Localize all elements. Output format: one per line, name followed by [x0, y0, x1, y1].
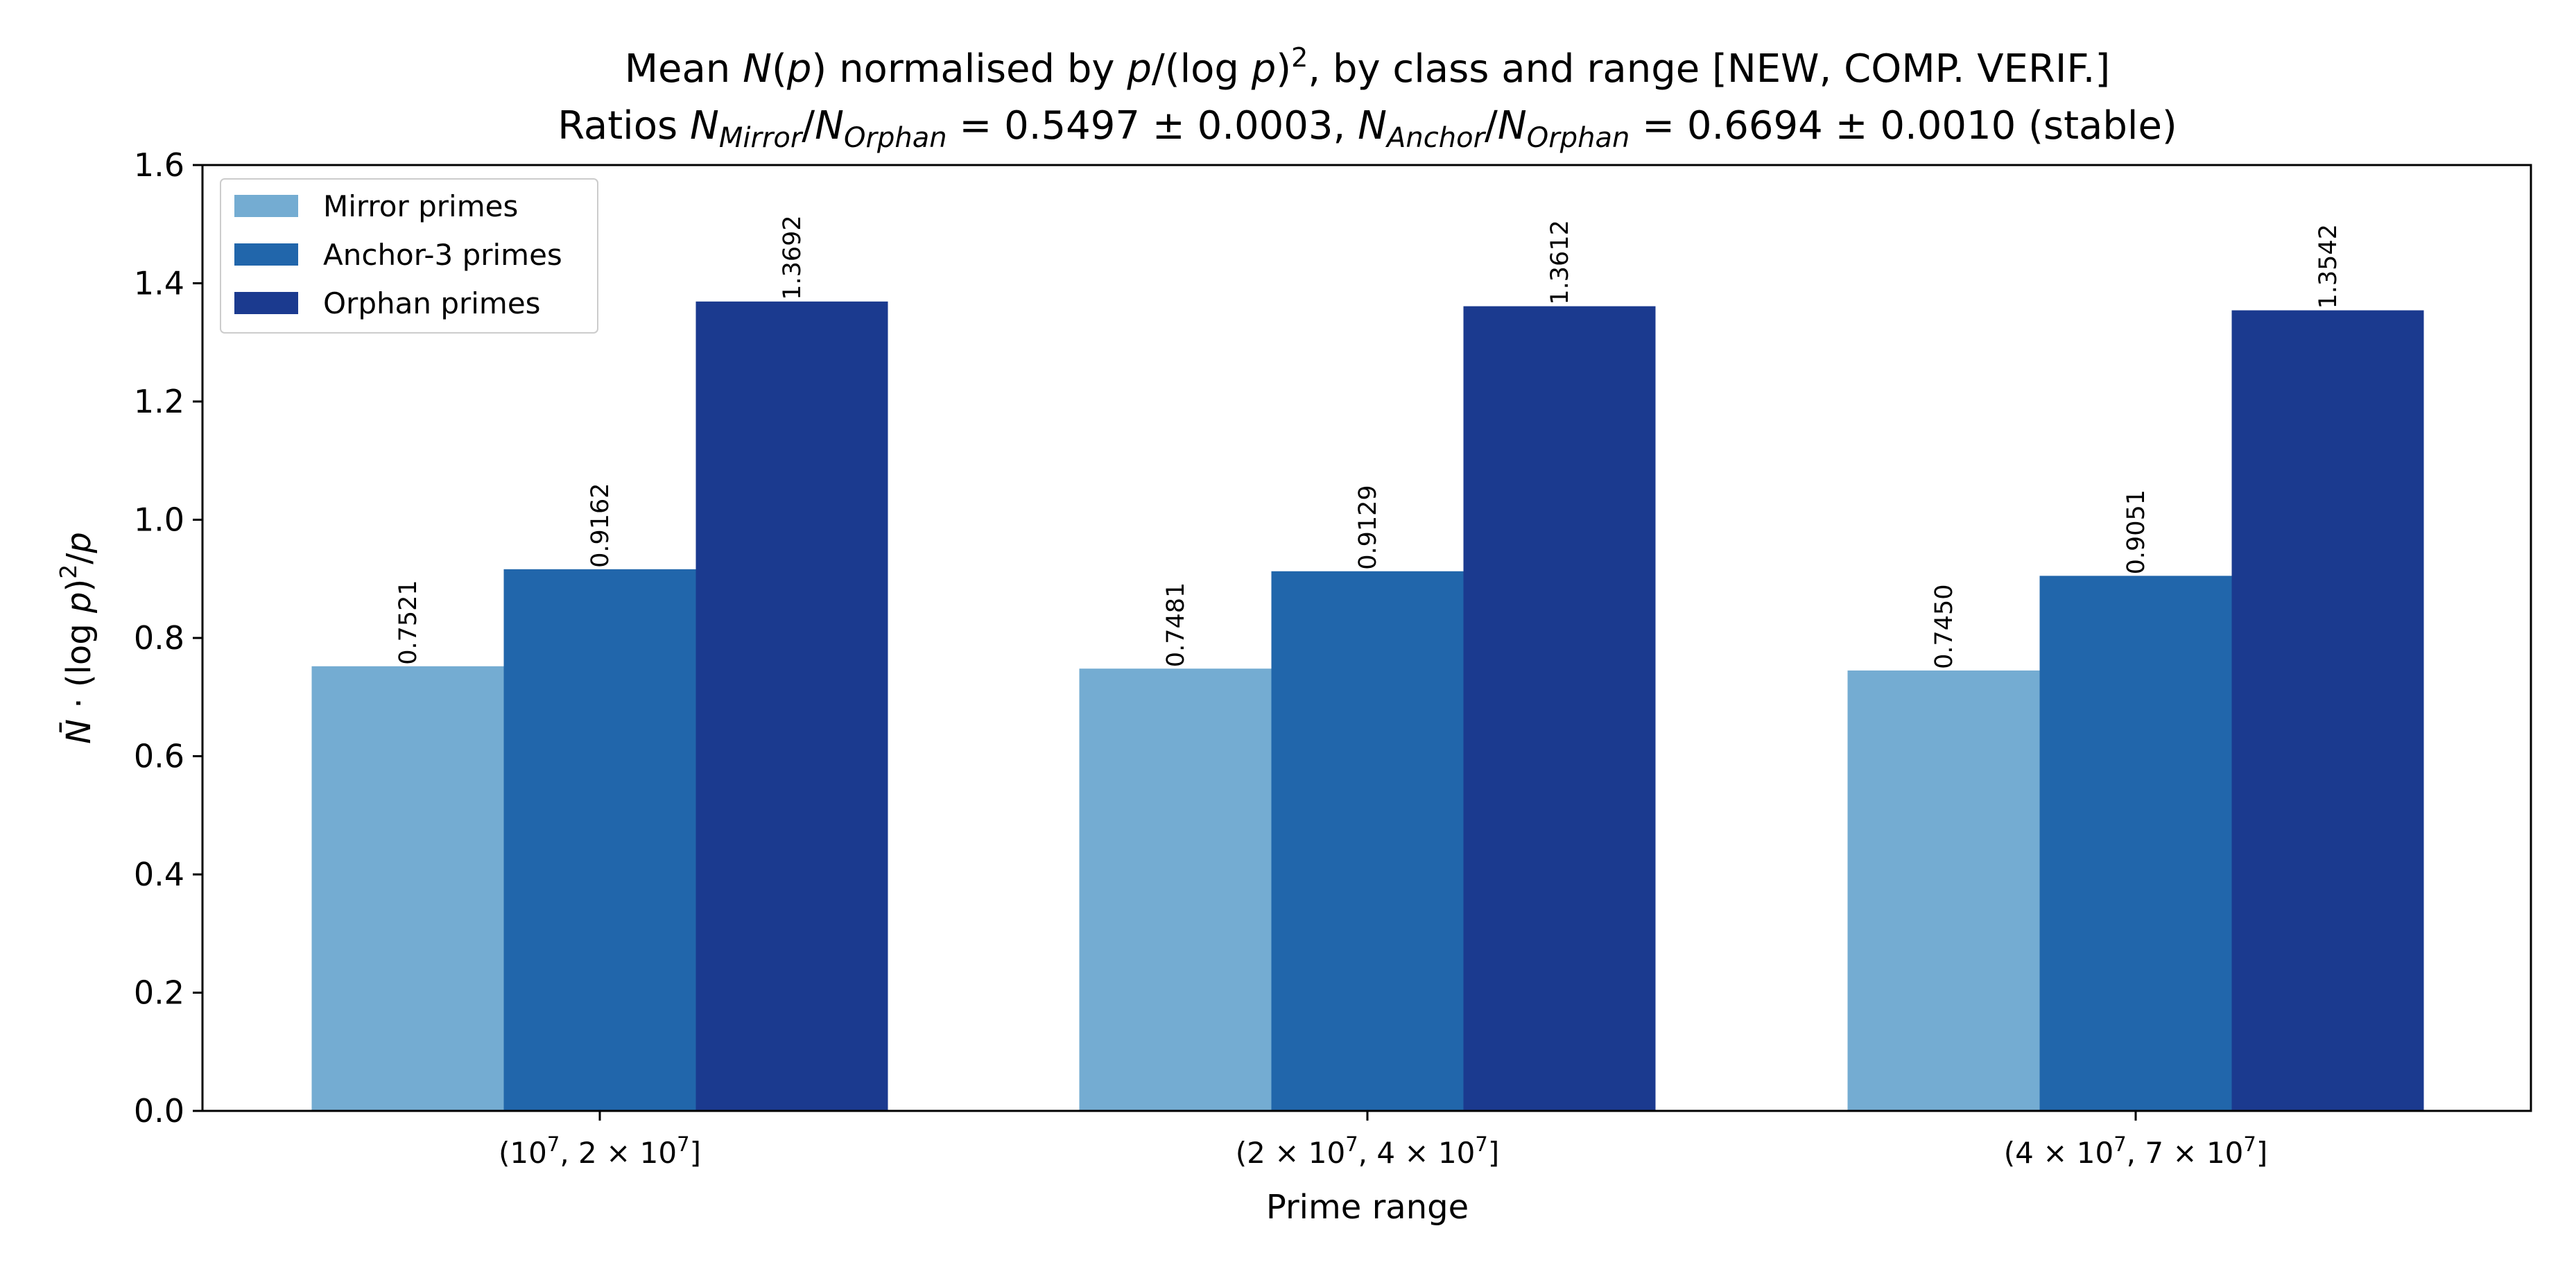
- y-tick-label-6: 1.2: [134, 383, 184, 420]
- legend-swatch-orphan: [234, 292, 298, 314]
- chart-title-line1: Mean N(p) normalised by p/(log p)2, by c…: [625, 42, 2111, 92]
- x-axis-label: Prime range: [1266, 1188, 1469, 1227]
- bar-value-label-mirror-1: 0.7521: [395, 580, 422, 664]
- bar-anchor-2: [1271, 571, 1464, 1111]
- y-tick-label-2: 0.4: [134, 856, 184, 893]
- bar-value-label-orphan-2: 1.3612: [1546, 220, 1574, 304]
- x-tick-label-2: (2 × 107, 4 × 107]: [1236, 1132, 1500, 1170]
- y-tick-label-1: 0.2: [134, 974, 184, 1012]
- y-axis-label: N̄ · (log p)2/p: [55, 532, 98, 744]
- bar-mirror-1: [311, 666, 504, 1111]
- legend: Mirror primes Anchor-3 primes Orphan pri…: [220, 178, 598, 334]
- x-axis-ticks: (107, 2 × 107] (2 × 107, 4 × 107] (4 × 1…: [499, 1111, 2267, 1170]
- y-tick-label-0: 0.0: [134, 1092, 184, 1130]
- bar-anchor-3: [2039, 576, 2232, 1111]
- bar-value-label-mirror-3: 0.7450: [1930, 584, 1958, 668]
- legend-label-anchor: Anchor-3 primes: [323, 238, 562, 272]
- y-tick-label-4: 0.8: [134, 619, 184, 657]
- chart-title-line2: Ratios NMirror/NOrphan = 0.5497 ± 0.0003…: [557, 103, 2177, 154]
- bar-orphan-2: [1463, 306, 1656, 1112]
- y-tick-label-7: 1.4: [134, 265, 184, 302]
- bar-value-label-orphan-1: 1.3692: [779, 215, 806, 300]
- bar-value-labels: 0.7521 0.7481 0.7450 0.9162 0.9129 0.9051 1.36…: [395, 215, 2342, 669]
- bar-value-label-anchor-3: 0.9051: [2123, 490, 2150, 574]
- y-axis-ticks: 0.0 0.2 0.4 0.6 0.8 1.0 1.2 1.4 1.6: [134, 146, 202, 1130]
- legend-swatch-anchor: [234, 243, 298, 266]
- bars-group: [311, 301, 2424, 1112]
- y-tick-label-8: 1.6: [134, 146, 184, 184]
- y-tick-label-5: 1.0: [134, 501, 184, 539]
- bar-orphan-3: [2231, 310, 2424, 1111]
- bar-value-label-mirror-2: 0.7481: [1162, 582, 1190, 667]
- bar-value-label-orphan-3: 1.3542: [2315, 224, 2342, 309]
- bar-mirror-2: [1079, 668, 1272, 1111]
- x-tick-label-1: (107, 2 × 107]: [499, 1132, 701, 1170]
- bar-value-label-anchor-2: 0.9129: [1354, 485, 1382, 569]
- legend-label-mirror: Mirror primes: [323, 189, 518, 223]
- bar-value-label-anchor-1: 0.9162: [587, 483, 614, 567]
- bar-orphan-1: [695, 301, 888, 1111]
- bar-mirror-3: [1847, 670, 2040, 1111]
- legend-swatch-mirror: [234, 195, 298, 217]
- x-tick-label-3: (4 × 107, 7 × 107]: [2004, 1132, 2268, 1170]
- legend-box: [220, 178, 598, 334]
- y-tick-label-3: 0.6: [134, 738, 184, 775]
- legend-label-orphan: Orphan primes: [323, 286, 541, 320]
- bar-anchor-1: [503, 569, 696, 1111]
